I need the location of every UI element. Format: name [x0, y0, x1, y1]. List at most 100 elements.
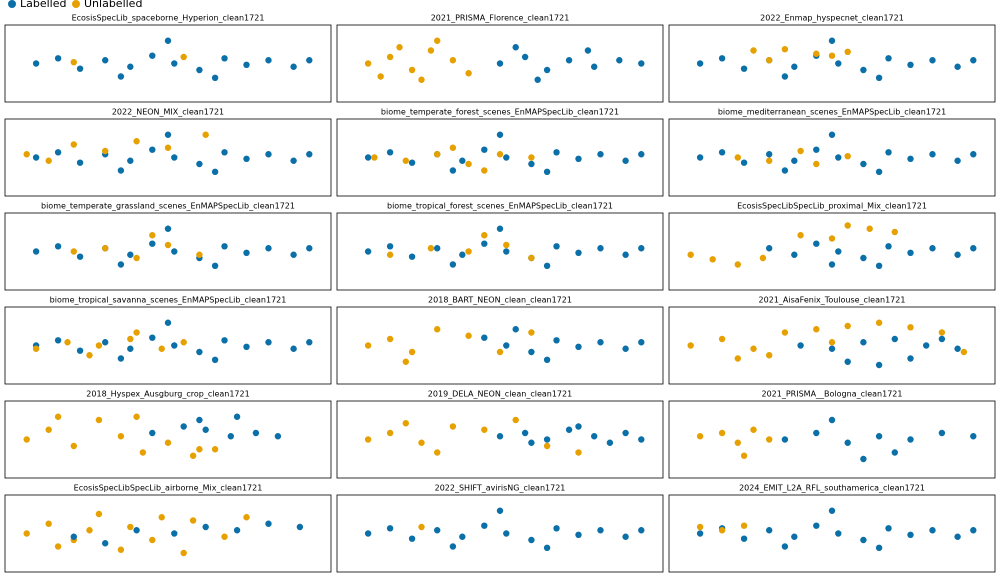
- point: [781, 543, 789, 550]
- point: [875, 361, 883, 369]
- point: [543, 262, 551, 269]
- point: [534, 76, 541, 83]
- point: [781, 73, 789, 80]
- panel-title: 2022_SHIFT_avirisNG_clean1721: [435, 484, 566, 493]
- point: [597, 151, 604, 158]
- point: [766, 151, 773, 158]
- point: [528, 154, 535, 161]
- point: [575, 249, 582, 256]
- point: [813, 429, 820, 437]
- point: [828, 345, 836, 352]
- point: [164, 241, 172, 249]
- point: [386, 429, 394, 437]
- panel-title: biome_temperate_forest_scenes_EnMAPSpecL…: [381, 108, 619, 117]
- point: [211, 446, 219, 453]
- point: [364, 530, 372, 537]
- point: [496, 60, 504, 67]
- point: [70, 533, 78, 540]
- point: [189, 452, 197, 459]
- point: [797, 342, 804, 349]
- point: [180, 339, 187, 346]
- point: [759, 254, 767, 262]
- point: [575, 531, 582, 538]
- point: [638, 151, 645, 158]
- point: [528, 329, 535, 336]
- point: [528, 254, 535, 262]
- point: [211, 356, 219, 363]
- point: [386, 525, 394, 532]
- point: [835, 154, 842, 161]
- point: [243, 249, 250, 256]
- panel-frame: [336, 212, 664, 291]
- point: [740, 522, 748, 529]
- point: [907, 61, 914, 68]
- point: [418, 439, 425, 446]
- point: [828, 52, 836, 59]
- point: [891, 228, 898, 236]
- panel-title: 2018_Hyspex_Ausgburg_crop_clean1721: [86, 390, 249, 399]
- point: [449, 423, 457, 430]
- point: [202, 131, 209, 138]
- point: [133, 413, 140, 420]
- point: [970, 245, 977, 252]
- point: [528, 348, 535, 356]
- panel-title: biome_tropical_forest_scenes_EnMAPSpecLi…: [387, 202, 613, 211]
- point: [860, 160, 867, 168]
- point: [766, 245, 773, 252]
- point: [265, 57, 272, 64]
- point: [265, 151, 272, 158]
- panel-title: 2019_DELA_NEON_clean_clean1721: [428, 390, 572, 399]
- legend-label: Labelled: [20, 0, 66, 10]
- point: [386, 243, 394, 250]
- point: [696, 530, 704, 537]
- point: [117, 73, 125, 80]
- panel-frame: [668, 306, 996, 385]
- point: [149, 52, 156, 59]
- point: [496, 151, 504, 158]
- point: [449, 144, 457, 151]
- panel-frame: [668, 24, 996, 103]
- point: [54, 243, 62, 250]
- point: [164, 131, 172, 138]
- point: [481, 240, 488, 247]
- point: [734, 439, 741, 446]
- point: [102, 540, 109, 547]
- point: [718, 149, 726, 156]
- legend-marker: [72, 0, 80, 8]
- panel-title: EcosisSpecLibSpecLib_proximal_Mix_clean1…: [737, 202, 927, 211]
- point: [434, 151, 441, 158]
- point: [875, 433, 883, 440]
- point: [828, 261, 836, 268]
- point: [127, 251, 134, 258]
- panel-frame: [4, 400, 332, 479]
- point: [718, 335, 726, 343]
- point: [929, 527, 936, 534]
- point: [133, 254, 140, 262]
- panel-title: EcosisSpecLibSpecLib_airborne_Mix_clean1…: [74, 484, 263, 493]
- point: [265, 520, 272, 527]
- point: [221, 149, 228, 156]
- point: [638, 60, 645, 67]
- point: [54, 413, 62, 420]
- point: [835, 248, 842, 255]
- point: [64, 339, 71, 346]
- point: [696, 60, 704, 67]
- point: [54, 543, 62, 550]
- point: [32, 60, 40, 67]
- point: [891, 449, 898, 456]
- point: [503, 154, 510, 161]
- panel-frame: [336, 306, 664, 385]
- point: [907, 436, 914, 443]
- point: [512, 416, 519, 424]
- point: [265, 245, 272, 252]
- point: [885, 149, 892, 156]
- point: [465, 70, 472, 77]
- panel-title: 2022_Enmap_hyspecnet_clean1721: [760, 14, 904, 23]
- point: [687, 342, 694, 349]
- point: [718, 55, 726, 62]
- panel-title: biome_tropical_savanna_scenes_EnMAPSpecL…: [50, 296, 287, 305]
- panel-frame: [668, 118, 996, 197]
- point: [750, 426, 757, 433]
- point: [860, 536, 867, 544]
- point: [844, 48, 851, 55]
